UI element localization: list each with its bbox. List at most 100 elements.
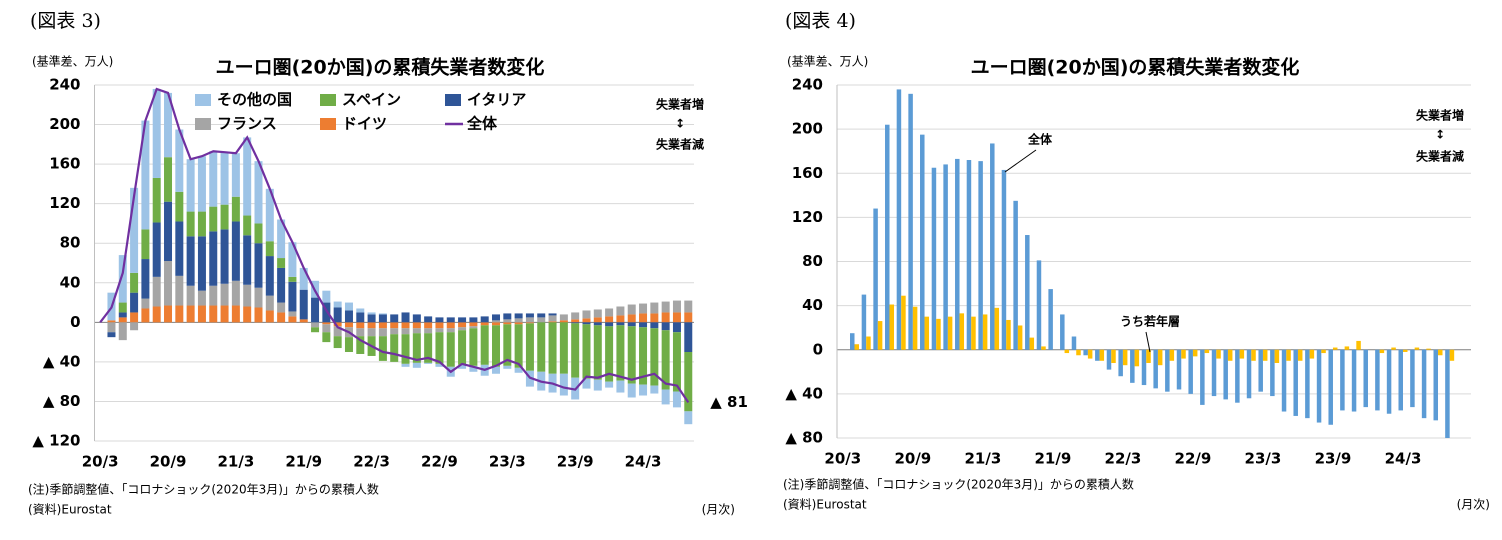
bar <box>1351 349 1357 412</box>
note: (注)季節調整値、「コロナショック(2020年3月)」からの累積人数 <box>783 477 1134 492</box>
bar-segment <box>390 314 399 323</box>
bar-segment <box>503 313 512 320</box>
bar-segment <box>684 300 693 313</box>
bar <box>1297 349 1303 361</box>
bar-segment <box>593 325 602 380</box>
bar <box>943 164 948 350</box>
x-tick-label: 22/3 <box>353 453 390 471</box>
bar-segment <box>412 322 421 329</box>
bar-segment <box>152 306 161 323</box>
bar <box>1328 349 1333 425</box>
bar <box>1449 349 1455 361</box>
bar-segment <box>525 317 534 323</box>
bar-segment <box>650 322 659 329</box>
bar-segment <box>152 177 161 223</box>
bar-segment <box>424 316 433 323</box>
y-tick-label: 0 <box>813 340 823 358</box>
bar <box>1029 337 1035 350</box>
bar-segment <box>661 312 670 323</box>
bar <box>1130 349 1135 383</box>
bar <box>1169 349 1175 361</box>
bar-segment <box>265 256 274 296</box>
bar <box>1216 349 1221 359</box>
bar <box>1013 200 1018 350</box>
bar <box>901 295 906 350</box>
bar <box>1181 349 1186 359</box>
bar-segment <box>186 236 195 286</box>
bar-segment <box>593 309 602 318</box>
bar-segment <box>627 326 636 384</box>
bar-segment <box>446 322 455 329</box>
bar-segment <box>605 322 614 327</box>
y-tick-label: 200 <box>49 115 80 133</box>
bar-segment <box>220 152 229 205</box>
bar-segment <box>367 322 376 329</box>
bar <box>1006 319 1011 350</box>
bar-segment <box>548 322 557 374</box>
bar-segment <box>492 314 501 321</box>
bar-segment <box>130 272 139 293</box>
bar-segment <box>277 312 286 323</box>
bar <box>1064 349 1070 354</box>
bar-segment <box>469 322 478 327</box>
legend-label: フランス <box>217 115 277 133</box>
bar-segment <box>186 159 195 212</box>
x-tick-label: 20/3 <box>82 453 119 471</box>
y-tick-label: 200 <box>792 120 823 138</box>
bar-segment <box>141 308 150 323</box>
bar-segment <box>254 161 263 224</box>
bar-segment <box>650 385 659 394</box>
bar-segment <box>469 328 478 366</box>
bar-segment <box>684 352 693 412</box>
bar-segment <box>548 313 557 316</box>
bar <box>971 316 976 350</box>
y-axis-label: (基準差、万人) <box>787 54 868 69</box>
bar-segment <box>492 325 501 367</box>
bar-segment <box>356 322 365 329</box>
bar-segment <box>514 313 523 319</box>
bar <box>1083 349 1088 356</box>
bar <box>1095 349 1100 361</box>
bar <box>1309 349 1315 359</box>
bar-segment <box>378 322 387 329</box>
x-tick-label: 23/3 <box>489 453 526 471</box>
bar-segment <box>401 334 410 364</box>
bar <box>854 344 860 350</box>
bar <box>873 208 878 350</box>
legend-swatch <box>195 118 211 130</box>
x-tick-label: 20/3 <box>824 450 861 468</box>
bar-segment <box>514 318 523 323</box>
chart-title: ユーロ圏(20か国)の累積失業者数変化 <box>216 56 545 79</box>
bar-segment <box>322 302 331 323</box>
bar-segment <box>356 328 365 337</box>
bar <box>1246 349 1252 399</box>
legend-label: 全体 <box>466 115 498 133</box>
bar-segment <box>672 391 681 408</box>
bar <box>1134 349 1140 367</box>
bar-segment <box>650 328 659 386</box>
bar-segment <box>571 319 580 323</box>
bar-segment <box>446 332 455 367</box>
bar <box>1391 347 1396 350</box>
x-tick-label: 22/9 <box>421 453 458 471</box>
bar-segment <box>322 332 331 343</box>
y-tick-label: 40 <box>802 296 823 314</box>
bar <box>1410 349 1415 408</box>
bar <box>978 161 983 350</box>
y-tick-label: 160 <box>49 155 80 173</box>
bar-segment <box>446 328 455 333</box>
annotation: ↕ <box>1435 128 1445 142</box>
note: (注)季節調整値、「コロナショック(2020年3月)」からの累積人数 <box>28 482 379 497</box>
bar-segment <box>661 389 670 405</box>
bar-segment <box>559 373 568 396</box>
y-tick-label: 40 <box>60 273 81 291</box>
bar-segment <box>277 267 286 303</box>
bar-segment <box>503 319 512 323</box>
bar-segment <box>299 267 308 290</box>
bar <box>1340 349 1345 411</box>
bar-segment <box>209 206 218 232</box>
bar-segment <box>661 322 670 331</box>
bar-segment <box>458 322 467 328</box>
bar-segment <box>265 295 274 311</box>
legend-label: イタリア <box>467 91 526 109</box>
